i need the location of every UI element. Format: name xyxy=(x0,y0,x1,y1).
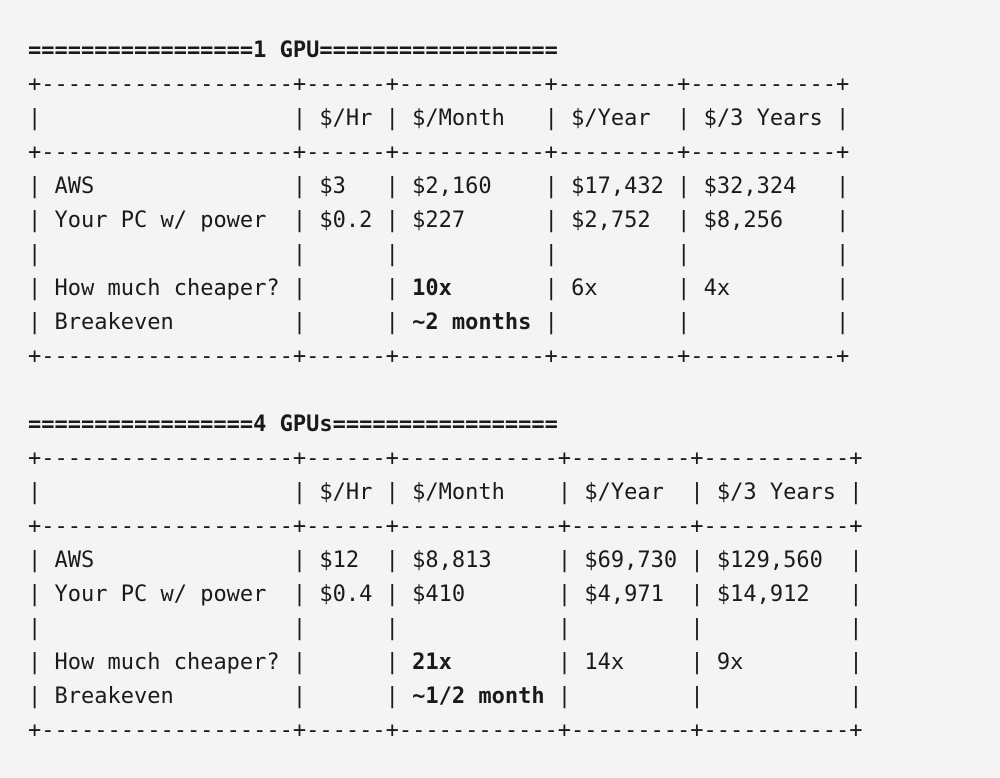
table-title-banner: =================1 GPU================== xyxy=(28,38,558,63)
table-cell: AWS xyxy=(54,548,95,573)
table-cell: 6x xyxy=(571,276,598,301)
table-title: 1 GPU xyxy=(253,38,320,63)
table-cell: $32,324 xyxy=(703,174,797,199)
table-header-row: | | $/Hr | $/Month | $/Year | $/3 Years … xyxy=(28,106,850,131)
table-border: +-------------------+------+------------… xyxy=(28,718,863,743)
table-cell: $/Month xyxy=(412,480,505,505)
table-cell: $227 xyxy=(412,208,466,233)
table-cell: $17,432 xyxy=(571,174,664,199)
table-cell: How much cheaper? xyxy=(54,276,280,301)
table-title: 4 GPUs xyxy=(253,412,333,437)
table-gap xyxy=(28,374,863,408)
table-cell: $/Month xyxy=(412,106,505,131)
table-cell: $2,752 xyxy=(571,208,651,233)
table-cell: $410 xyxy=(412,582,466,607)
table-cell: Your PC w/ power xyxy=(54,582,267,607)
table-cell: $8,256 xyxy=(703,208,784,233)
table-4-gpus: =================4 GPUs=================… xyxy=(28,408,863,748)
table-row: | | | | | | xyxy=(28,616,863,641)
table-cell: AWS xyxy=(54,174,95,199)
table-cell: $4,971 xyxy=(584,582,664,607)
table-row: | AWS | $3 | $2,160 | $17,432 | $32,324 … xyxy=(28,174,850,199)
table-row: | Breakeven | | ~2 months | | | xyxy=(28,310,850,335)
table-cell: $3 xyxy=(319,174,346,199)
table-border: +-------------------+------+-----------+… xyxy=(28,72,850,97)
table-cell: $8,813 xyxy=(412,548,492,573)
table-cell: $/3 Years xyxy=(716,480,837,505)
table-title-banner: =================4 GPUs================= xyxy=(28,412,558,437)
table-border: +-------------------+------+-----------+… xyxy=(28,140,850,165)
table-cell: $/Year xyxy=(571,106,651,131)
table-cell: $69,730 xyxy=(584,548,678,573)
table-cell: Breakeven xyxy=(54,310,174,335)
table-cell: $14,912 xyxy=(716,582,810,607)
table-cell: $12 xyxy=(319,548,360,573)
table-cell: $/Hr xyxy=(319,106,373,131)
table-cell: ~2 months xyxy=(412,310,532,335)
table-cell: Breakeven xyxy=(54,684,174,709)
table-row: | Your PC w/ power | $0.2 | $227 | $2,75… xyxy=(28,208,850,233)
table-row: | Breakeven | | ~1/2 month | | | xyxy=(28,684,863,709)
table-cell: $129,560 xyxy=(716,548,823,573)
table-cell: 21x xyxy=(412,650,452,675)
table-border: +-------------------+------+------------… xyxy=(28,514,863,539)
table-cell: $0.2 xyxy=(319,208,373,233)
table-header-row: | | $/Hr | $/Month | $/Year | $/3 Years … xyxy=(28,480,863,505)
table-cell: 10x xyxy=(412,276,452,301)
table-cell: 9x xyxy=(716,650,744,675)
table-cell: $0.4 xyxy=(319,582,373,607)
table-cell: 14x xyxy=(584,650,625,675)
table-row: | How much cheaper? | | 21x | 14x | 9x | xyxy=(28,650,863,675)
table-row: | Your PC w/ power | $0.4 | $410 | $4,97… xyxy=(28,582,863,607)
table-row: | How much cheaper? | | 10x | 6x | 4x | xyxy=(28,276,850,301)
table-cell: How much cheaper? xyxy=(54,650,280,675)
table-cell: 4x xyxy=(703,276,731,301)
table-1-gpu: =================1 GPU==================… xyxy=(28,34,863,374)
table-border: +-------------------+------+-----------+… xyxy=(28,344,850,369)
table-row: | AWS | $12 | $8,813 | $69,730 | $129,56… xyxy=(28,548,863,573)
table-cell: $/Hr xyxy=(319,480,373,505)
table-cell: Your PC w/ power xyxy=(54,208,267,233)
table-border: +-------------------+------+------------… xyxy=(28,446,863,471)
table-cell: $/3 Years xyxy=(703,106,823,131)
table-row: | | | | | | xyxy=(28,242,850,267)
table-cell: $2,160 xyxy=(412,174,492,199)
ascii-pricing-tables: =================1 GPU==================… xyxy=(28,34,863,748)
table-cell: $/Year xyxy=(584,480,664,505)
table-cell: ~1/2 month xyxy=(412,684,545,709)
